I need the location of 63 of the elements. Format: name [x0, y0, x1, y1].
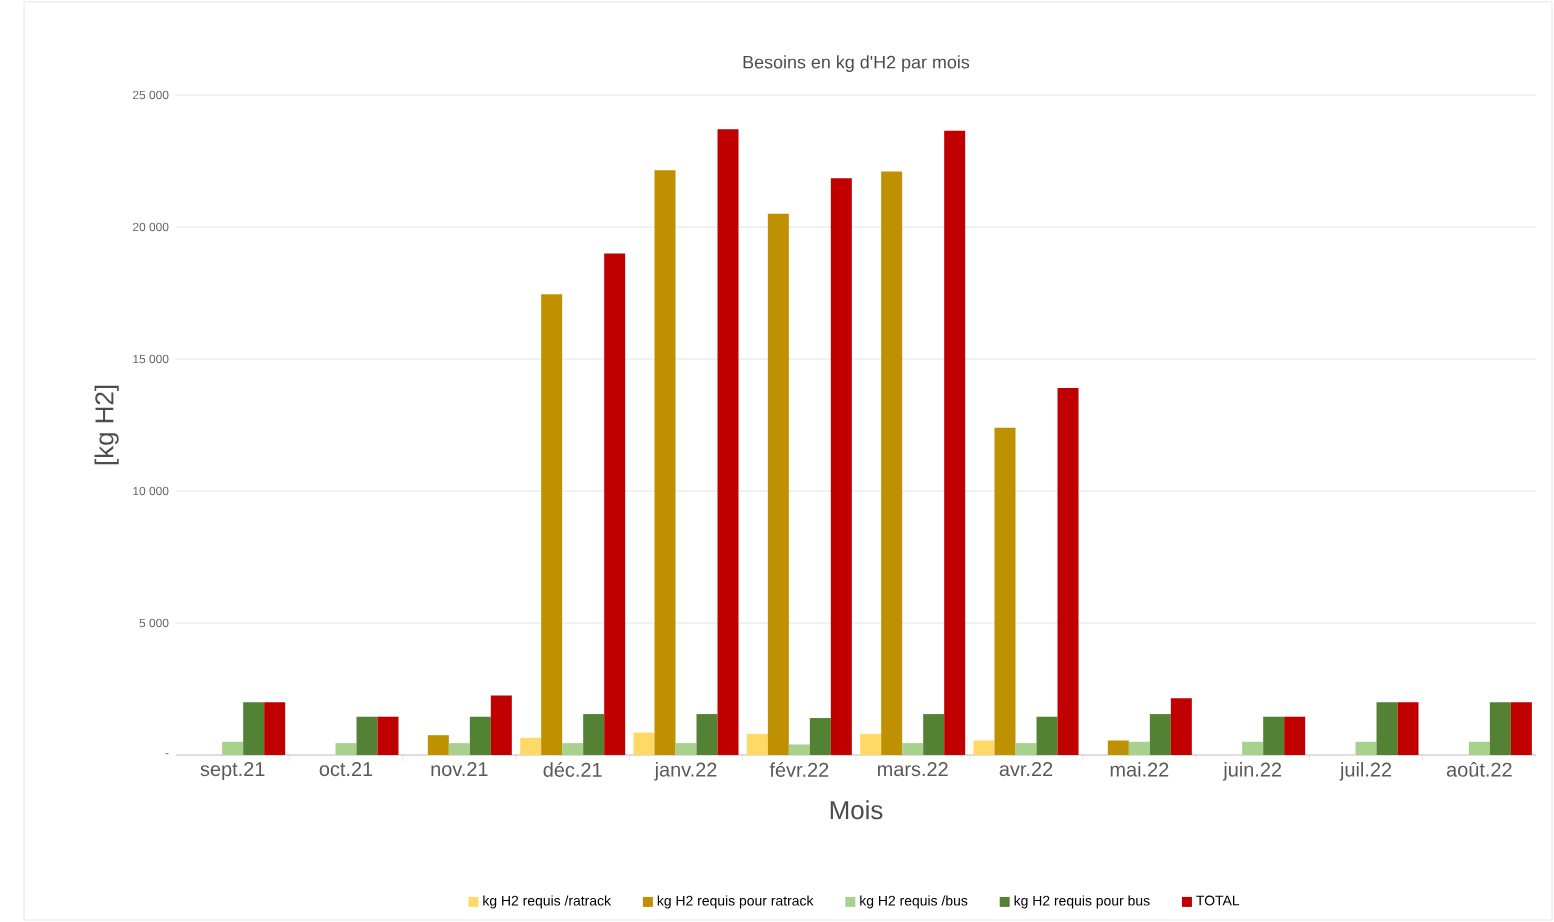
bar [1397, 702, 1419, 755]
bar [830, 178, 852, 755]
x-tick-label: févr.22 [769, 762, 829, 777]
bar [562, 743, 584, 755]
x-tick-label: juin.22 [1222, 762, 1282, 781]
bar [696, 714, 718, 755]
bar [923, 714, 945, 755]
bar [809, 718, 831, 755]
bar [881, 171, 903, 755]
bar [264, 702, 286, 755]
bar [583, 714, 605, 755]
bar [490, 695, 512, 755]
bar [1015, 743, 1037, 755]
bar [1468, 741, 1490, 755]
bar [973, 740, 995, 755]
x-tick-label: avr.22 [999, 762, 1053, 777]
bar [520, 737, 542, 755]
x-tick-label: oct.21 [319, 762, 373, 777]
bar [1489, 702, 1511, 755]
bar [1510, 702, 1532, 755]
x-tick-label: mars.22 [878, 762, 948, 777]
bar [1355, 741, 1377, 755]
bar [1263, 716, 1285, 755]
bar [377, 716, 399, 755]
bar [675, 743, 697, 755]
bar [1376, 702, 1398, 755]
x-tick-label: août.22 [1446, 762, 1512, 777]
bar [788, 744, 810, 755]
bar [1284, 716, 1306, 755]
bar [356, 716, 378, 755]
x-tick-label: janv.22 [654, 762, 717, 781]
bar [1036, 716, 1058, 755]
bar [448, 743, 470, 755]
bar [1107, 740, 1129, 755]
bar [633, 732, 655, 755]
bar [746, 733, 768, 755]
chart-title: Besoins en kg d'H2 par mois [743, 55, 970, 72]
bar [335, 743, 357, 755]
bar [1242, 741, 1264, 755]
bar [902, 743, 924, 755]
x-tick-label: mai.22 [1110, 762, 1169, 777]
x-tick-label: nov.21 [431, 762, 488, 777]
bar [222, 741, 244, 755]
bar [994, 427, 1016, 755]
bar [427, 735, 449, 755]
bar [243, 702, 265, 755]
x-tick-label: juil.22 [1339, 762, 1392, 781]
x-tick-label: sept.21 [200, 762, 265, 781]
bar [469, 716, 491, 755]
bar [541, 294, 563, 755]
bar [1128, 741, 1150, 755]
bar [1057, 388, 1079, 755]
bar [860, 733, 882, 755]
bar [654, 170, 676, 755]
x-tick-label: déc.21 [543, 762, 602, 777]
bar [717, 129, 739, 755]
x-axis-title: Mois [830, 800, 883, 820]
bar [1170, 698, 1192, 755]
bar [944, 130, 966, 755]
bar [767, 213, 789, 755]
y-axis-title: [kg H2] [94, 385, 119, 465]
bar [1149, 714, 1171, 755]
bar [604, 253, 626, 755]
